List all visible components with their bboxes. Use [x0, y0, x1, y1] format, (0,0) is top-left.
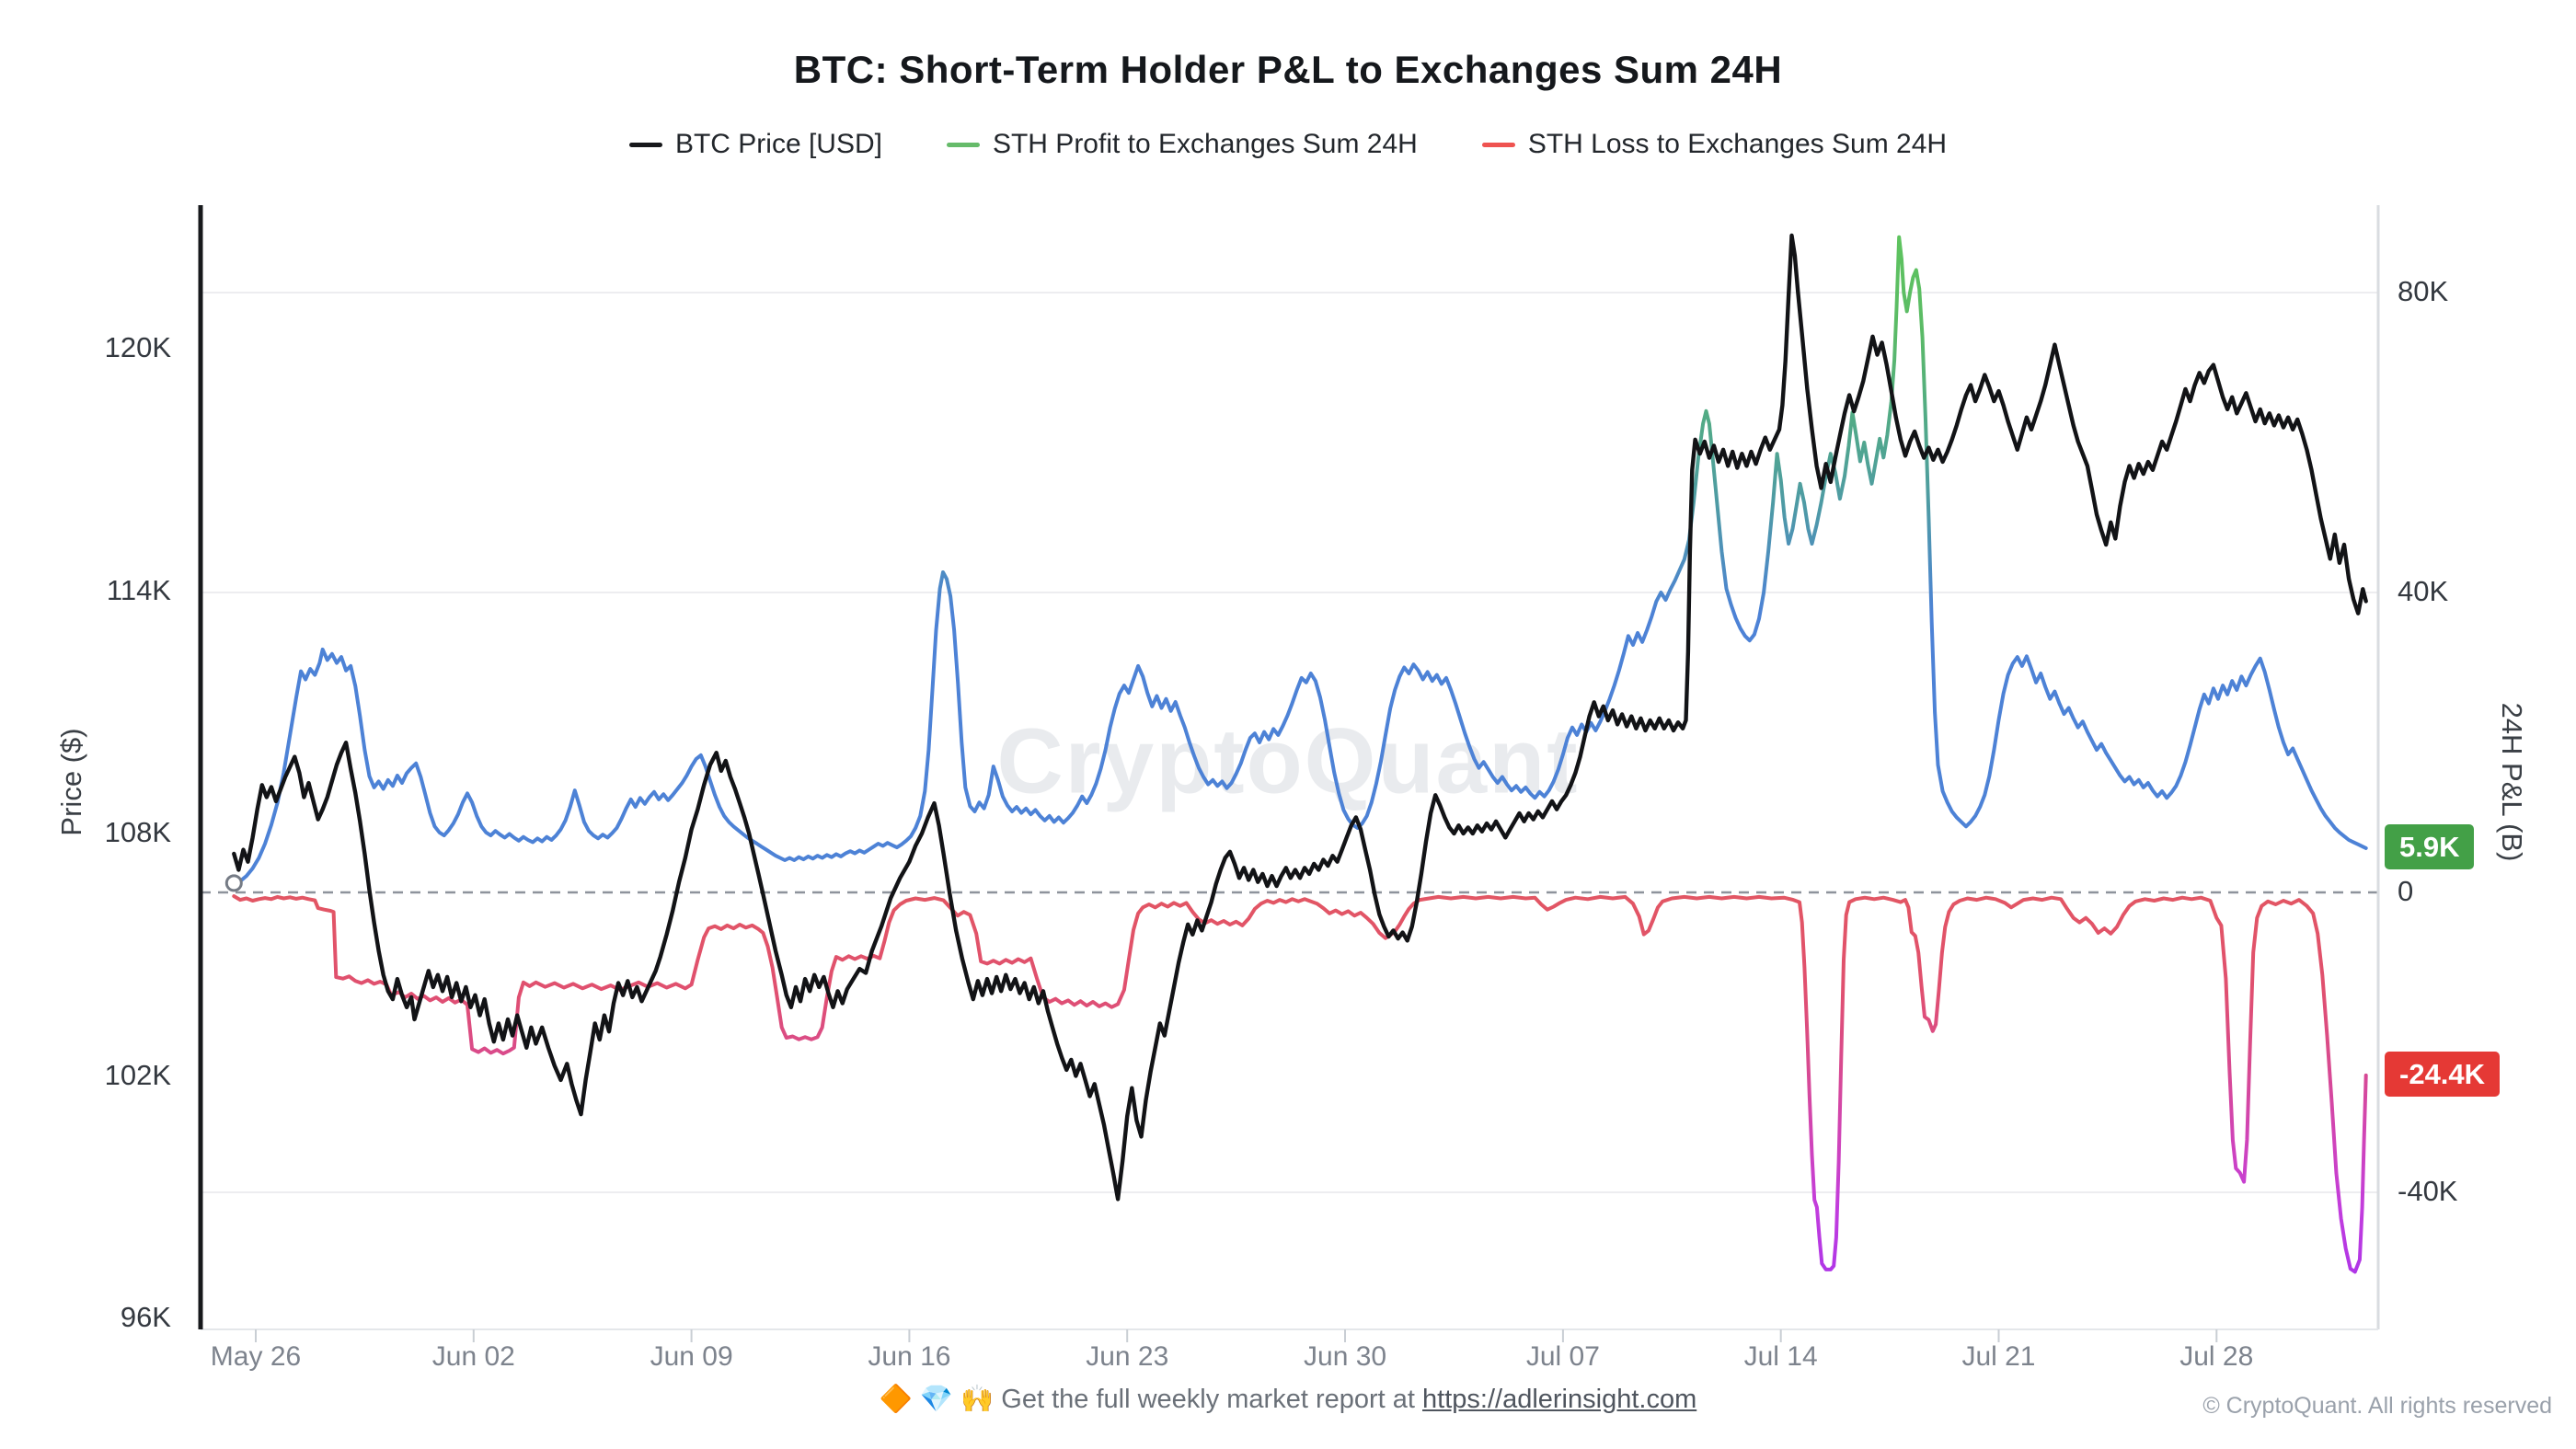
loss-last-value-badge: -24.4K — [2385, 1051, 2501, 1097]
x-axis-tick-label: Jul 07 — [1525, 1341, 1600, 1372]
sth-loss-line — [232, 894, 2368, 1274]
footer-report-note: 🔶 💎 🙌 Get the full weekly market report … — [0, 1384, 2576, 1415]
x-axis-tick-label: Jun 09 — [650, 1341, 733, 1372]
footer-text: Get the full weekly market report at — [994, 1385, 1423, 1414]
series-lines — [224, 233, 2368, 1274]
right-axis-tick-label: 40K — [2398, 575, 2449, 607]
x-axis-tick-label: Jun 23 — [1086, 1341, 1169, 1372]
sth-profit-line — [232, 235, 2368, 887]
footer-report-link[interactable]: https://adlerinsight.com — [1422, 1385, 1697, 1414]
axes — [198, 205, 2380, 1342]
gridlines — [201, 292, 2378, 1193]
footer-copyright: © CryptoQuant. All rights reserved — [2202, 1393, 2552, 1419]
left-axis-tick-label: 108K — [104, 816, 171, 848]
legend-item-sth-profit[interactable]: STH Profit to Exchanges Sum 24H — [946, 129, 1418, 160]
left-axis-tick-label: 102K — [104, 1058, 171, 1091]
legend-item-btc-price[interactable]: BTC Price [USD] — [628, 129, 882, 160]
legend-item-sth-loss[interactable]: STH Loss to Exchanges Sum 24H — [1481, 129, 1948, 160]
profit-last-value-badge: 5.9K — [2385, 823, 2475, 869]
sth-loss-swatch-icon — [1481, 142, 1515, 147]
cryptoquant-watermark: CryptoQuant — [996, 709, 1580, 813]
x-axis-tick-label: Jun 16 — [868, 1341, 951, 1372]
btc-price-swatch-icon — [628, 142, 662, 147]
left-axis-tick-label: 114K — [106, 573, 171, 606]
legend-label: STH Loss to Exchanges Sum 24H — [1527, 129, 1948, 159]
legend: BTC Price [USD] STH Profit to Exchanges … — [0, 129, 2576, 160]
series-start-marker — [224, 874, 243, 892]
right-axis-tick-label: 80K — [2398, 275, 2449, 307]
x-axis-tick-label: Jun 30 — [1304, 1341, 1387, 1372]
x-axis-tick-label: Jul 21 — [1961, 1341, 2036, 1372]
x-axis-tick-label: May 26 — [210, 1341, 302, 1372]
sth-profit-swatch-icon — [946, 142, 980, 147]
right-axis-title: 24H P&L (B) — [2496, 702, 2528, 862]
chart-title: BTC: Short-Term Holder P&L to Exchanges … — [793, 48, 1783, 91]
btc-price-line — [232, 233, 2368, 1202]
footer-emoji-icons: 🔶 💎 🙌 — [879, 1385, 995, 1414]
x-axis-tick-label: Jul 14 — [1743, 1341, 1818, 1372]
right-axis-tick-label: 0 — [2398, 875, 2414, 907]
x-axis-tick-label: Jun 02 — [431, 1341, 515, 1372]
legend-label: STH Profit to Exchanges Sum 24H — [992, 129, 1418, 159]
legend-label: BTC Price [USD] — [674, 129, 882, 159]
right-axis-tick-label: -40K — [2398, 1175, 2458, 1207]
left-axis-tick-label: 120K — [104, 331, 171, 363]
left-axis-tick-label: 96K — [120, 1301, 171, 1333]
x-axis-tick-label: Jul 28 — [2179, 1341, 2254, 1372]
